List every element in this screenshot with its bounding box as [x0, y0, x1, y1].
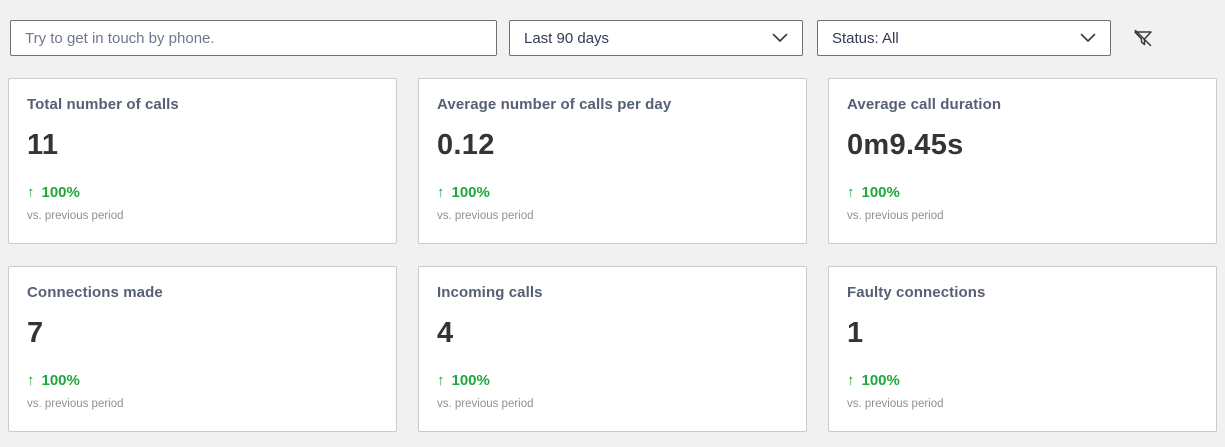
change-percent: 100% [451, 372, 490, 389]
clear-filter-button[interactable] [1129, 24, 1157, 52]
card-change: ↑ 100% [437, 372, 490, 389]
comparison-label: vs. previous period [437, 210, 534, 222]
card-title: Connections made [27, 284, 163, 301]
card-value: 11 [27, 129, 59, 161]
card-value: 0m9.45s [847, 129, 964, 161]
arrow-up-icon: ↑ [437, 372, 445, 389]
card-change: ↑ 100% [847, 372, 900, 389]
filter-off-icon [1131, 26, 1155, 50]
card-change: ↑ 100% [847, 184, 900, 201]
card-value: 7 [27, 317, 44, 349]
comparison-label: vs. previous period [437, 398, 534, 410]
comparison-label: vs. previous period [27, 210, 124, 222]
card-value: 4 [437, 317, 454, 349]
card-connections-made: Connections made 7 ↑ 100% vs. previous p… [8, 266, 397, 432]
status-value: Status: All [832, 29, 899, 47]
card-faulty-connections: Faulty connections 1 ↑ 100% vs. previous… [828, 266, 1217, 432]
card-change: ↑ 100% [437, 184, 490, 201]
card-change: ↑ 100% [27, 184, 80, 201]
change-percent: 100% [41, 184, 80, 201]
comparison-label: vs. previous period [27, 398, 124, 410]
card-avg-calls-per-day: Average number of calls per day 0.12 ↑ 1… [418, 78, 807, 244]
card-total-calls: Total number of calls 11 ↑ 100% vs. prev… [8, 78, 397, 244]
change-percent: 100% [861, 372, 900, 389]
filter-toolbar: Last 90 days Status: All [0, 0, 1225, 56]
date-range-dropdown[interactable]: Last 90 days [509, 20, 803, 56]
arrow-up-icon: ↑ [847, 372, 855, 389]
card-title: Average call duration [847, 96, 1002, 113]
card-incoming-calls: Incoming calls 4 ↑ 100% vs. previous per… [418, 266, 807, 432]
date-range-value: Last 90 days [524, 29, 610, 47]
search-input[interactable] [10, 20, 497, 56]
change-percent: 100% [451, 184, 490, 201]
arrow-up-icon: ↑ [847, 184, 855, 201]
change-percent: 100% [861, 184, 900, 201]
comparison-label: vs. previous period [847, 398, 944, 410]
card-title: Faulty connections [847, 284, 986, 301]
status-dropdown[interactable]: Status: All [817, 20, 1111, 56]
arrow-up-icon: ↑ [437, 184, 445, 201]
card-change: ↑ 100% [27, 372, 80, 389]
card-avg-call-duration: Average call duration 0m9.45s ↑ 100% vs.… [828, 78, 1217, 244]
card-value: 0.12 [437, 129, 495, 161]
chevron-down-icon [772, 33, 788, 43]
arrow-up-icon: ↑ [27, 184, 35, 201]
arrow-up-icon: ↑ [27, 372, 35, 389]
card-title: Total number of calls [27, 96, 179, 113]
stats-grid: Total number of calls 11 ↑ 100% vs. prev… [8, 78, 1217, 432]
card-title: Average number of calls per day [437, 96, 672, 113]
card-title: Incoming calls [437, 284, 543, 301]
chevron-down-icon [1080, 33, 1096, 43]
comparison-label: vs. previous period [847, 210, 944, 222]
change-percent: 100% [41, 372, 80, 389]
card-value: 1 [847, 317, 864, 349]
